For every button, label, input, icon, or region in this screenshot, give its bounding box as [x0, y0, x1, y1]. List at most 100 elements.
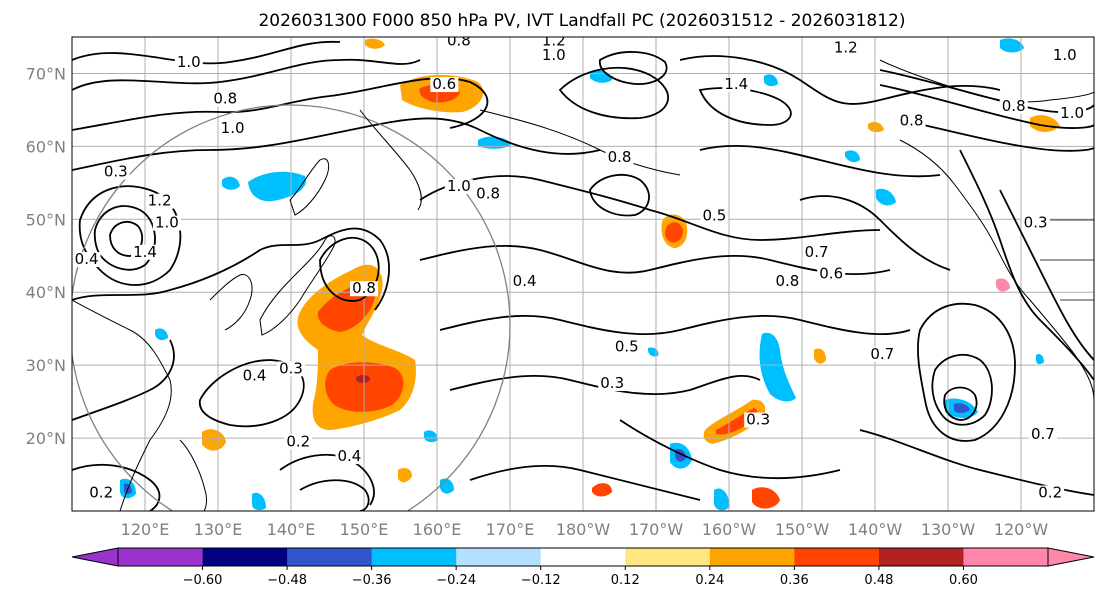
contour-label: 1.0 — [447, 177, 471, 195]
contour-label: 0.7 — [805, 243, 829, 261]
contour-label-bg — [510, 273, 539, 289]
contour-label: 0.7 — [1031, 425, 1055, 443]
contour-label-bg — [598, 376, 627, 392]
state-borders — [1040, 219, 1094, 301]
contour-line — [917, 302, 1016, 442]
contour-label-bg — [1028, 427, 1057, 443]
contour-label-bg — [284, 434, 313, 450]
coastline-na-west — [899, 139, 1094, 401]
coastline-philippines — [179, 439, 208, 511]
contour-line — [419, 245, 891, 275]
colorbar-tick-label: 0.48 — [864, 573, 893, 588]
contour-label: 1.0 — [1053, 46, 1077, 64]
lon-tick-label: 150°W — [775, 520, 830, 539]
contour-label-bg — [1058, 106, 1087, 122]
positive-anomaly-sw — [202, 429, 226, 451]
negative-anomaly-e1 — [759, 332, 796, 402]
contour-label-bg — [145, 193, 174, 209]
colorbar-segment — [625, 548, 711, 566]
contour-label-bg — [831, 40, 860, 56]
contour-label: 1.0 — [221, 119, 245, 137]
contour-label-bg — [131, 244, 159, 260]
lat-tick-label: 70°N — [26, 64, 66, 83]
contour-label-bg — [444, 37, 473, 49]
contour-label-bg — [612, 339, 641, 355]
contour-label: 0.8 — [476, 184, 500, 202]
contour-label-bg — [87, 485, 116, 501]
pc-shading — [120, 38, 1060, 511]
contour-label-bg — [174, 55, 203, 71]
contour-line — [558, 66, 669, 120]
lat-tick-label: 60°N — [26, 137, 66, 156]
contour-label-bg — [1021, 215, 1050, 231]
lat-tick-label: 20°N — [26, 429, 66, 448]
contour-label-bg — [744, 412, 773, 428]
contour-label-bg — [335, 448, 364, 464]
contour-label-bg — [444, 179, 473, 195]
contour-line — [198, 359, 305, 428]
colorbar-tick-label: −0.36 — [352, 573, 392, 588]
lon-tick-label: 150°E — [340, 520, 389, 539]
negative-anomaly-ne2 — [845, 150, 860, 163]
contour-label: 0.2 — [286, 432, 310, 450]
range-circle — [72, 104, 511, 511]
colorbar-segment — [456, 548, 542, 566]
contour-label: 0.4 — [337, 447, 361, 465]
contour-label-bg — [817, 266, 846, 282]
coastline-alaska-north — [879, 59, 1094, 103]
contour-labels: 1.00.81.01.21.00.30.4 1.40.81.0 0.81.21.00… — [72, 31, 1087, 501]
colorbar-segment — [709, 548, 795, 566]
contour-label: 1.4 — [724, 75, 748, 93]
contour-label: 0.3 — [1024, 214, 1048, 232]
contour-line — [931, 353, 993, 426]
negative-anomaly-ne1 — [876, 188, 896, 206]
colorbar: −0.60 −0.48 −0.36 −0.24 −0.12 0.12 0.24 0.36 0.4… — [71, 547, 1095, 588]
contour-label: 1.4 — [133, 243, 157, 261]
contour-line — [589, 173, 650, 217]
contour-label: 0.8 — [213, 90, 237, 108]
contour-label-bg — [430, 77, 459, 93]
contour-line — [109, 221, 144, 257]
colorbar-tick-label: −0.60 — [183, 573, 223, 588]
contour-line — [72, 463, 161, 511]
longitude-labels: 120°E 130°E 140°E 150°E 160°E 170°E 180°W 170°W… — [121, 520, 1049, 539]
lat-tick-label: 50°N — [26, 210, 66, 229]
contour-label: 0.8 — [608, 148, 632, 166]
positive-anomaly-s3 — [752, 487, 780, 509]
contour-line — [72, 227, 390, 311]
contour-label-bg — [1036, 485, 1065, 501]
map-panel: 1.00.81.01.21.00.30.4 1.40.81.0 0.81.21.00… — [71, 31, 1095, 512]
contour-line — [299, 479, 370, 511]
colorbar-tick-label: −0.12 — [521, 573, 561, 588]
contour-line — [699, 145, 941, 178]
contour-label: 1.0 — [177, 53, 201, 71]
colorbar-tick-label: −0.48 — [267, 573, 307, 588]
contour-label: 0.8 — [775, 272, 799, 290]
contour-label: 1.0 — [1060, 104, 1084, 122]
lon-tick-label: 120°W — [994, 520, 1049, 539]
contour-line — [469, 464, 701, 501]
colorbar-extend-low — [71, 547, 119, 567]
contour-line — [799, 195, 951, 271]
contour-label: 0.5 — [615, 338, 639, 356]
contour-label: 0.7 — [870, 345, 894, 363]
lon-tick-label: 170°E — [486, 520, 535, 539]
negative-anomaly-s4 — [252, 492, 266, 511]
contour-line — [72, 77, 489, 131]
latitude-labels: 20°N 30°N 40°N 50°N 60°N 70°N — [26, 64, 66, 448]
lon-tick-label: 120°E — [121, 520, 170, 539]
colorbar-segment — [118, 548, 203, 566]
contour-label-bg — [474, 186, 503, 202]
contour-label: 0.2 — [1038, 483, 1062, 501]
negative-anomaly-se-core — [954, 403, 970, 413]
contour-line — [72, 58, 421, 91]
contour-label: 1.0 — [542, 46, 566, 64]
contour-line — [72, 339, 175, 421]
negative-anomaly-e3 — [1036, 353, 1044, 365]
map-frame — [71, 36, 1095, 512]
contour-label: 0.8 — [447, 31, 471, 49]
contour-line — [72, 117, 601, 171]
colorbar-segment — [287, 548, 373, 566]
contour-label: 0.4 — [75, 250, 99, 268]
